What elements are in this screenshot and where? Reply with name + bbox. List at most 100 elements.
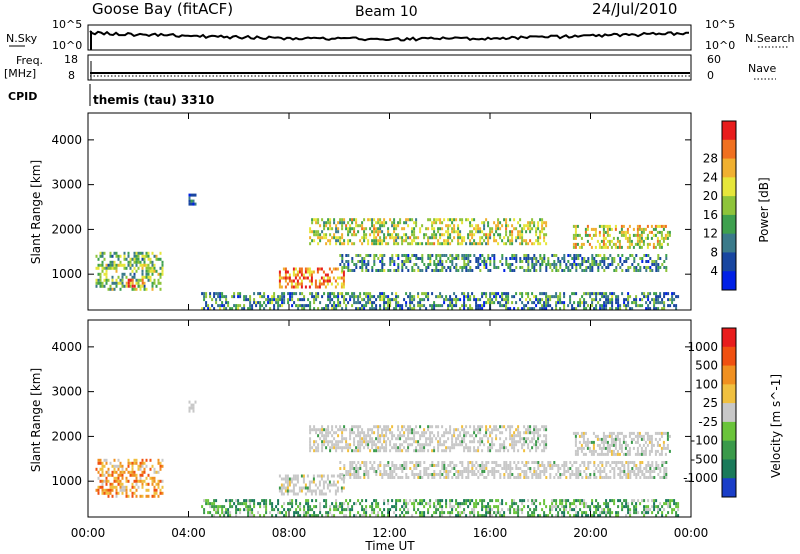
echo-cell — [590, 245, 593, 249]
echo-cell — [323, 443, 326, 447]
echo-cell — [618, 440, 621, 444]
echo-cell — [109, 488, 112, 492]
echo-cell — [473, 511, 476, 515]
echo-cell — [515, 476, 518, 479]
echo-cell — [517, 461, 520, 464]
echo-cell — [617, 304, 620, 308]
echo-cell — [509, 428, 512, 432]
echo-cell — [337, 236, 340, 240]
echo-cell — [593, 307, 596, 311]
echo-cell — [645, 254, 648, 257]
echo-cell — [349, 428, 352, 432]
echo-cell — [405, 257, 408, 260]
echo-cell — [259, 307, 262, 311]
echo-cell — [537, 242, 540, 246]
echo-cell — [377, 221, 380, 225]
echo-cell — [519, 236, 522, 240]
echo-cell — [593, 298, 596, 302]
echo-cell — [503, 514, 506, 518]
echo-cell — [319, 236, 322, 240]
echo-cell — [609, 301, 612, 305]
echo-cell — [223, 514, 226, 518]
echo-cell — [292, 483, 295, 487]
echo-cell — [555, 263, 558, 266]
echo-cell — [351, 218, 354, 222]
echo-cell — [341, 218, 344, 222]
echo-cell — [405, 473, 408, 476]
echo-cell — [304, 276, 307, 280]
echo-cell — [395, 295, 398, 299]
echo-cell — [437, 239, 440, 243]
echo-cell — [617, 295, 620, 299]
echo-cell — [535, 230, 538, 234]
echo-cell — [487, 440, 490, 444]
echo-cell — [636, 233, 639, 237]
echo-cell — [147, 275, 150, 279]
echo-cell — [341, 295, 344, 299]
echo-cell — [519, 499, 522, 503]
echo-cell — [585, 266, 588, 269]
noise-left-label: N.Sky — [6, 32, 38, 45]
echo-cell — [666, 236, 669, 240]
echo-cell — [294, 282, 297, 286]
echo-cell — [561, 269, 564, 272]
echo-cell — [203, 307, 206, 311]
echo-cell — [411, 242, 414, 246]
echo-cell — [505, 242, 508, 246]
power-frame — [87, 112, 692, 311]
echo-cell — [129, 272, 132, 276]
echo-cell — [583, 269, 586, 272]
echo-cell — [375, 446, 378, 450]
echo-cell — [576, 452, 579, 456]
echo-cell — [330, 270, 333, 274]
echo-cell — [643, 511, 646, 515]
echo-cell — [507, 239, 510, 243]
echo-cell — [523, 239, 526, 243]
echo-cell — [495, 434, 498, 438]
echo-cell — [479, 464, 482, 467]
echo-cell — [337, 508, 340, 512]
echo-cell — [327, 431, 330, 435]
echo-cell — [661, 514, 664, 518]
echo-cell — [103, 278, 106, 282]
echo-cell — [313, 449, 316, 453]
echo-cell — [395, 304, 398, 308]
echo-cell — [365, 434, 368, 438]
echo-cell — [353, 449, 356, 453]
echo-cell — [369, 505, 372, 509]
echo-cell — [634, 242, 637, 246]
echo-cell — [463, 257, 466, 260]
echo-cell — [543, 434, 546, 438]
echo-cell — [121, 272, 124, 276]
echo-cell — [219, 295, 222, 299]
echo-cell — [153, 494, 156, 498]
echo-cell — [377, 242, 380, 246]
echo-cell — [590, 440, 593, 444]
echo-cell — [471, 233, 474, 237]
echo-cell — [437, 502, 440, 506]
echo-cell — [607, 298, 610, 302]
echo-cell — [443, 440, 446, 444]
echo-cell — [611, 499, 614, 503]
echo-cell — [663, 508, 666, 512]
echo-cell — [643, 295, 646, 299]
echo-cell — [427, 443, 430, 447]
echo-cell — [317, 428, 320, 432]
echo-cell — [105, 479, 108, 483]
date-title: 24/Jul/2010 — [592, 0, 677, 18]
echo-cell — [353, 514, 356, 518]
echo-cell — [391, 431, 394, 435]
echo-cell — [535, 227, 538, 231]
echo-cell — [654, 224, 657, 228]
colorbar-segment — [722, 459, 736, 479]
echo-cell — [519, 476, 522, 479]
echo-cell — [598, 245, 601, 249]
echo-cell — [643, 467, 646, 470]
echo-cell — [359, 476, 362, 479]
echo-cell — [479, 230, 482, 234]
echo-cell — [403, 227, 406, 231]
echo-cell — [237, 304, 240, 308]
echo-cell — [381, 257, 384, 260]
echo-cell — [411, 473, 414, 476]
